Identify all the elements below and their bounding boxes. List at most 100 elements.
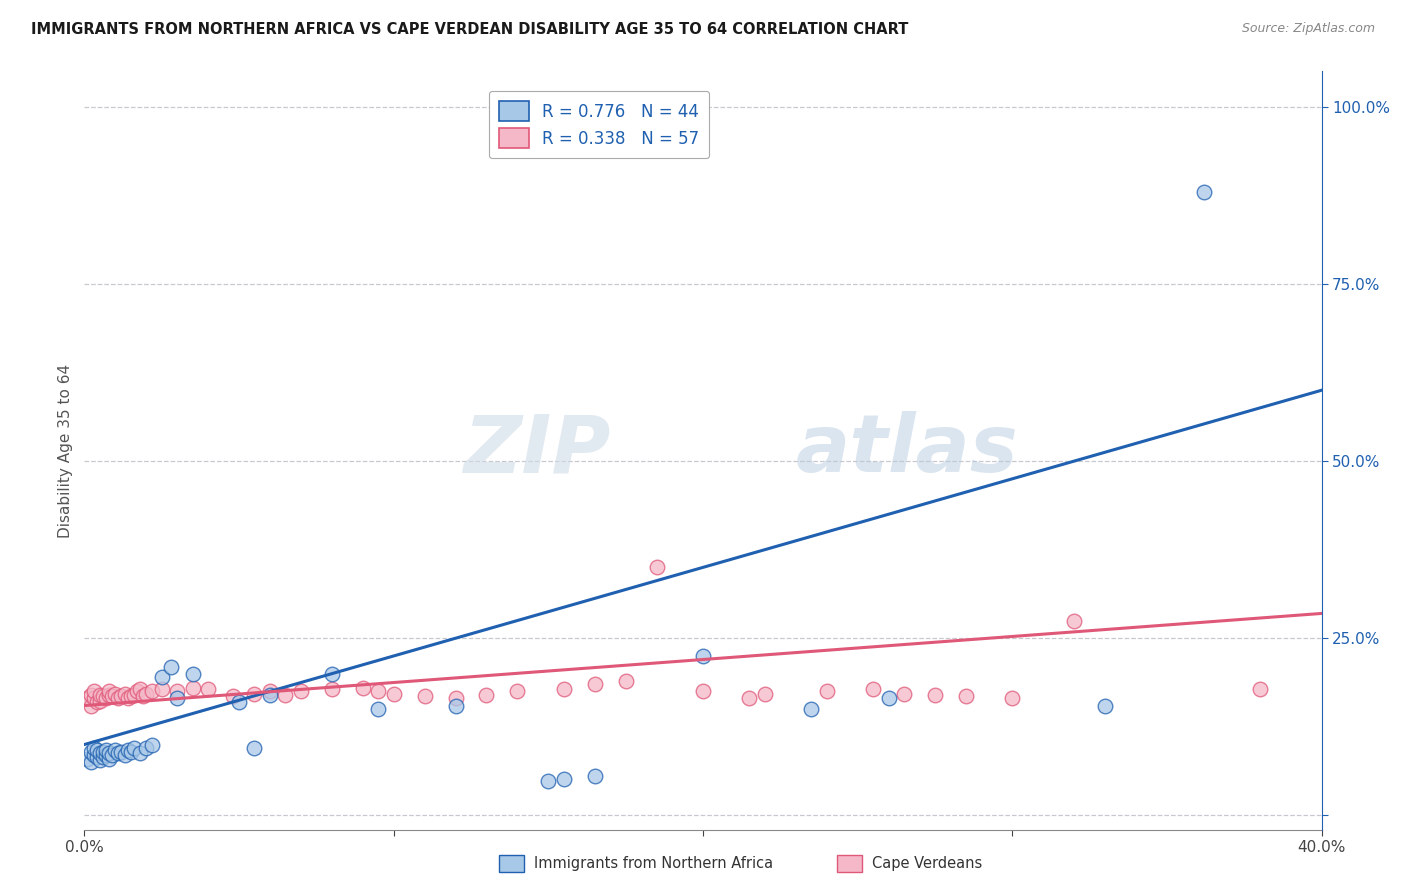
Point: [91, 749, 114, 764]
Point: [83, 684, 105, 698]
Point: [94, 748, 117, 763]
Point: [893, 686, 915, 700]
Point: [924, 688, 946, 702]
Point: [110, 745, 132, 759]
Point: [553, 772, 575, 786]
Point: [243, 686, 266, 700]
Point: [101, 690, 124, 704]
Point: [166, 691, 188, 706]
Point: [197, 682, 219, 697]
Point: [86, 743, 108, 757]
Point: [754, 686, 776, 700]
Point: [89, 693, 111, 707]
Point: [76, 691, 98, 706]
Point: [1094, 698, 1116, 713]
Point: [645, 560, 668, 574]
Point: [166, 684, 188, 698]
Point: [129, 682, 152, 697]
Point: [110, 690, 132, 704]
Point: [89, 688, 111, 702]
Point: [89, 746, 111, 760]
Point: [98, 746, 121, 760]
Text: IMMIGRANTS FROM NORTHERN AFRICA VS CAPE VERDEAN DISABILITY AGE 35 TO 64 CORRELAT: IMMIGRANTS FROM NORTHERN AFRICA VS CAPE …: [31, 22, 908, 37]
Point: [1249, 682, 1271, 697]
Point: [94, 743, 117, 757]
Text: atlas: atlas: [796, 411, 1018, 490]
Point: [107, 746, 129, 760]
Point: [382, 686, 405, 700]
Point: [79, 745, 101, 759]
Point: [274, 688, 297, 702]
Point: [86, 750, 108, 764]
Point: [79, 698, 101, 713]
Point: [150, 682, 173, 697]
Point: [352, 681, 374, 695]
Point: [141, 738, 163, 752]
Point: [553, 682, 575, 697]
Point: [862, 682, 884, 697]
Point: [141, 684, 163, 698]
Point: [506, 684, 529, 698]
Point: [955, 690, 977, 704]
Point: [114, 686, 136, 700]
Point: [91, 745, 114, 759]
Point: [91, 690, 114, 704]
Point: [104, 743, 127, 757]
Text: Cape Verdeans: Cape Verdeans: [872, 856, 981, 871]
Point: [222, 690, 245, 704]
Point: [692, 648, 714, 663]
Point: [321, 682, 343, 697]
Point: [475, 688, 498, 702]
Point: [800, 702, 823, 716]
Point: [321, 666, 343, 681]
Point: [129, 746, 152, 760]
Point: [877, 691, 900, 706]
Point: [614, 673, 637, 688]
Point: [114, 748, 136, 763]
Point: [98, 752, 121, 766]
Point: [367, 684, 389, 698]
Point: [243, 741, 266, 756]
Point: [290, 684, 312, 698]
Point: [79, 756, 101, 770]
Point: [259, 684, 281, 698]
Text: Source: ZipAtlas.com: Source: ZipAtlas.com: [1241, 22, 1375, 36]
Point: [367, 702, 389, 716]
Point: [120, 745, 142, 759]
Point: [104, 686, 127, 700]
Point: [537, 774, 560, 789]
Point: [181, 681, 204, 695]
Legend: R = 0.776   N = 44, R = 0.338   N = 57: R = 0.776 N = 44, R = 0.338 N = 57: [489, 91, 709, 159]
Point: [98, 688, 121, 702]
Point: [132, 690, 155, 704]
Point: [815, 684, 838, 698]
Point: [135, 686, 157, 700]
Point: [107, 691, 129, 706]
Point: [83, 691, 105, 706]
Point: [1063, 614, 1085, 628]
Point: [444, 698, 467, 713]
Point: [86, 695, 108, 709]
Point: [738, 691, 761, 706]
Point: [444, 691, 467, 706]
Point: [101, 748, 124, 763]
Point: [228, 695, 250, 709]
Point: [79, 688, 101, 702]
Text: Immigrants from Northern Africa: Immigrants from Northern Africa: [534, 856, 773, 871]
Point: [83, 741, 105, 756]
Point: [413, 690, 436, 704]
Point: [122, 688, 145, 702]
Point: [98, 684, 121, 698]
Point: [117, 743, 139, 757]
Point: [181, 666, 204, 681]
Point: [1001, 691, 1024, 706]
Point: [583, 769, 606, 783]
Point: [135, 741, 157, 756]
Y-axis label: Disability Age 35 to 64: Disability Age 35 to 64: [58, 363, 73, 538]
Point: [94, 691, 117, 706]
Point: [122, 741, 145, 756]
Point: [692, 684, 714, 698]
Text: ZIP: ZIP: [463, 411, 610, 490]
Point: [120, 690, 142, 704]
Point: [125, 684, 148, 698]
